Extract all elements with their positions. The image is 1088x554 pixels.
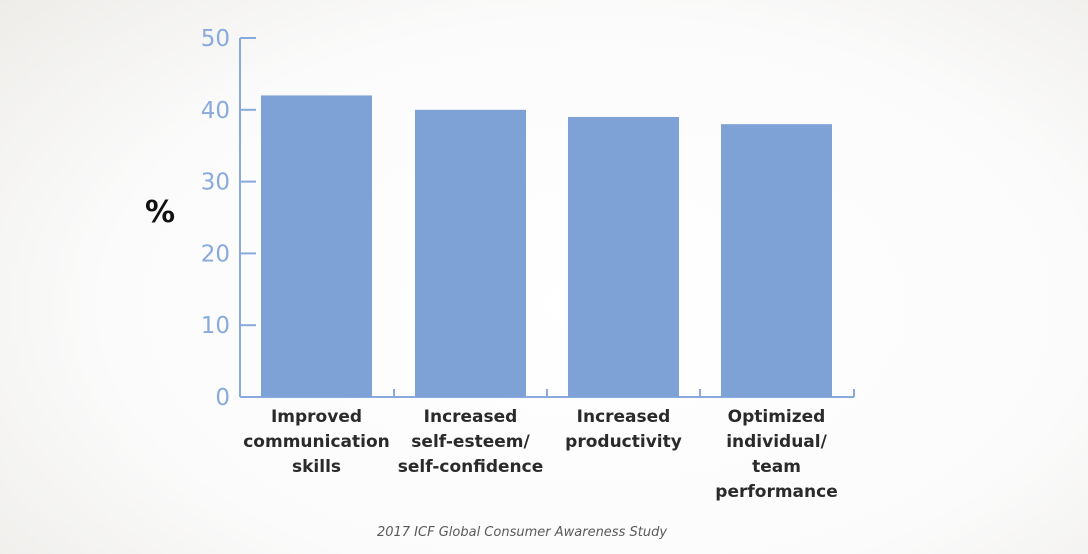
y-tick-label: 40 [201, 98, 230, 124]
y-tick-label: 10 [201, 313, 230, 339]
category-label: Optimized individual/team performance [715, 407, 837, 502]
bars [261, 95, 832, 398]
category-label-line: Improved [271, 407, 362, 427]
category-label-line: Increased [424, 407, 518, 427]
category-label: Increased productivity [565, 407, 682, 452]
y-axis: 0 10 20 30 40 50 [201, 26, 256, 411]
y-axis-label: % [145, 195, 175, 230]
category-label-line: Increased [577, 407, 671, 427]
y-tick-label: 30 [201, 170, 230, 196]
category-label-line: self-confidence [398, 457, 544, 477]
y-tick-label: 0 [215, 385, 230, 411]
y-tick-label: 20 [201, 241, 230, 267]
category-label: Improved communication skills [243, 407, 390, 477]
bar [415, 109, 526, 398]
category-label-line: skills [292, 457, 341, 477]
y-tick-label: 50 [201, 26, 230, 52]
category-label: Increased self-esteem/self-confidence [398, 407, 544, 477]
category-labels: Improved communication skills Increased self… [243, 407, 837, 502]
category-label-line: Optimized [728, 407, 826, 427]
bar [261, 95, 372, 397]
bar [721, 124, 832, 397]
category-label-line: individual/ [726, 432, 827, 452]
source-caption: 2017 ICF Global Consumer Awareness Study [376, 525, 668, 540]
bar [568, 116, 679, 397]
category-label-line: performance [715, 482, 837, 502]
category-label-line: self-esteem/ [411, 432, 530, 452]
category-label-line: communication [243, 432, 390, 452]
category-label-line: productivity [565, 432, 682, 452]
category-label-line: team [752, 457, 801, 477]
